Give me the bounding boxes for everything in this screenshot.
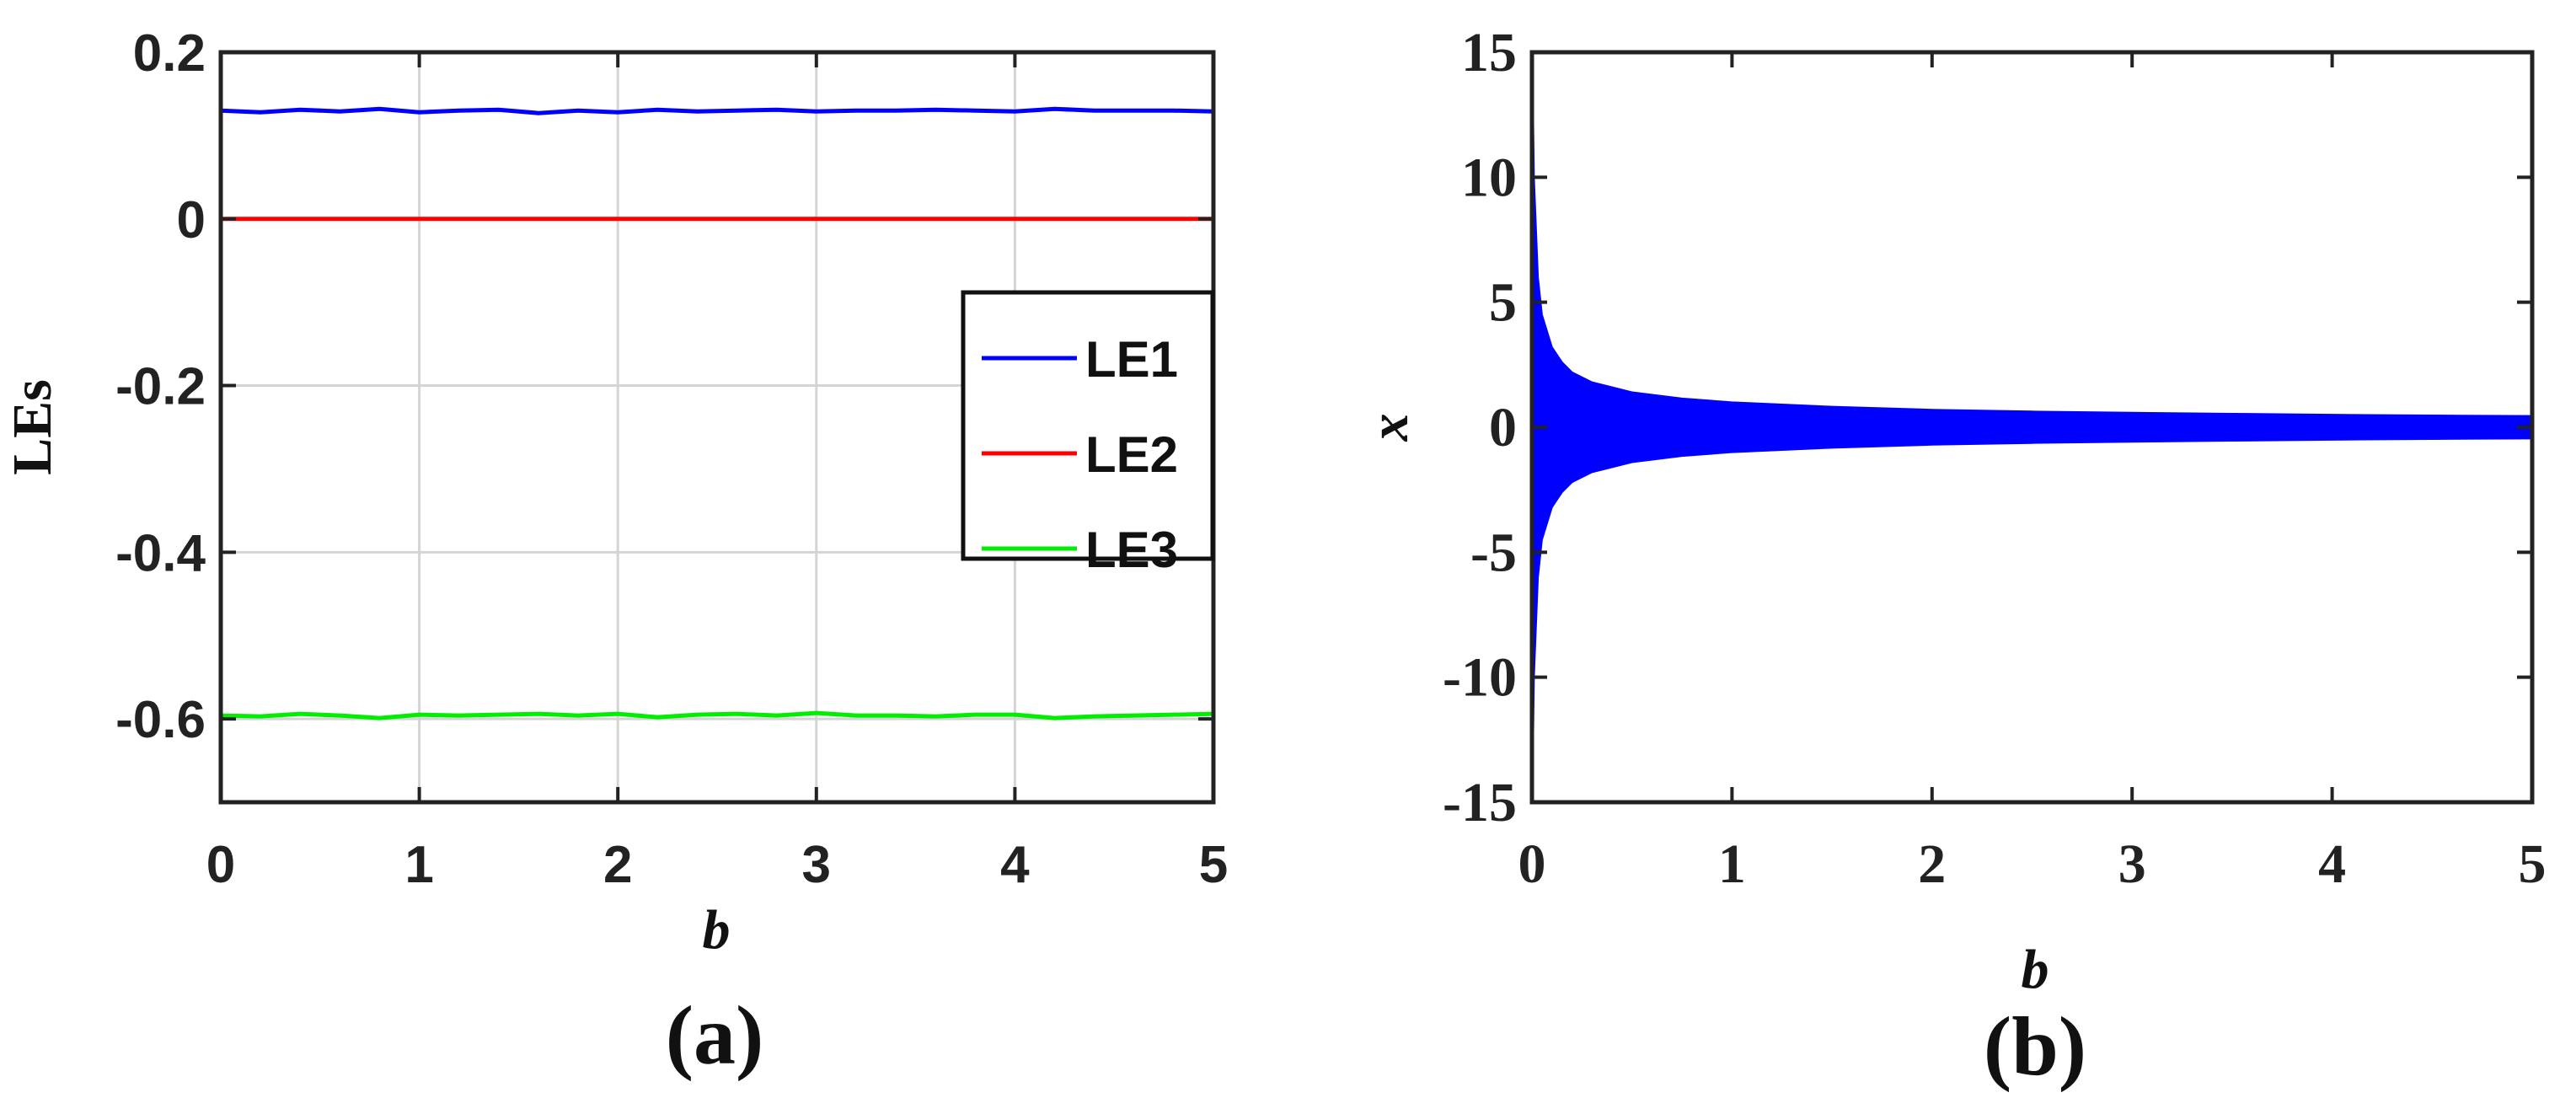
panel-label-a: (a)	[666, 988, 764, 1082]
y-axis-label: x	[1358, 414, 1420, 442]
legend-label-le2: LE2	[1085, 426, 1178, 483]
envelope-area	[1531, 56, 2533, 799]
x-tick-label: 5	[2519, 833, 2547, 895]
y-tick-label: 15	[1461, 22, 1517, 83]
x-tick-label: 0	[1518, 833, 1546, 895]
x-tick-label: 3	[2118, 833, 2146, 895]
y-axis-label: LEs	[2, 379, 63, 475]
y-tick-label: 0.2	[133, 24, 206, 83]
legend-box	[961, 290, 1215, 561]
ticks: 0 1 2 3 4 5 0.2 0 -0.2 -0.4 -0.6	[115, 24, 1228, 894]
x-tick-label: 3	[802, 836, 831, 894]
panel-b-chart: 0 1 2 3 4 5 15 10 5 0 -5 -10 -15 x b (b)	[1358, 22, 2547, 1093]
x-tick-label: 1	[1718, 833, 1746, 895]
series-line-le1	[220, 106, 1214, 115]
x-tick-label: 0	[206, 836, 235, 894]
legend: LE1 LE2 LE3	[961, 290, 1215, 578]
x-tick-label: 4	[1000, 836, 1030, 894]
panel-label-b: (b)	[1984, 999, 2086, 1093]
legend-label-le1: LE1	[1085, 331, 1178, 388]
y-tick-label: -0.2	[115, 358, 206, 416]
x-tick-label: 5	[1199, 836, 1228, 894]
y-tick-label: -10	[1443, 647, 1517, 709]
x-tick-label: 2	[1918, 833, 1946, 895]
x-tick-label: 4	[2318, 833, 2346, 895]
panel-a-chart: 0 1 2 3 4 50.20-0.2-0.4-0.6 LEs b (a) LE1LE2L…	[2, 24, 1228, 1082]
x-axis-label: b	[703, 899, 731, 961]
y-tick-label: 5	[1489, 272, 1517, 334]
x-tick-label: 1	[404, 836, 433, 894]
series-line-le3	[220, 710, 1214, 720]
y-tick-label: -0.6	[115, 691, 206, 749]
y-tick-label: -5	[1470, 522, 1517, 583]
y-tick-label: 10	[1461, 147, 1517, 208]
ticks: 0 1 2 3 4 5 15 10 5 0 -5 -10 -15	[1443, 22, 2546, 895]
y-tick-label: 0	[1489, 397, 1517, 458]
y-tick-label: -0.4	[115, 524, 206, 582]
y-tick-label: -15	[1443, 772, 1517, 833]
y-tick-label: 0	[177, 191, 206, 249]
series-lines	[220, 106, 1214, 720]
x-axis-label: b	[2022, 939, 2049, 1000]
x-tick-label: 2	[603, 836, 632, 894]
legend-label-le3: LE3	[1085, 522, 1178, 578]
